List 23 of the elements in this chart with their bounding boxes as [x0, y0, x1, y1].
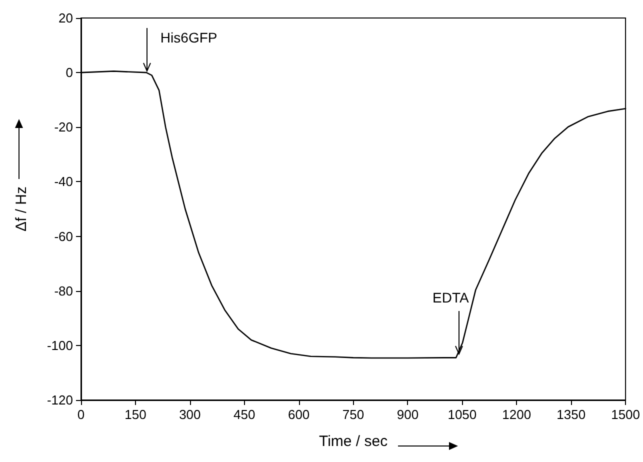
- x-tick-label: 0: [77, 407, 85, 422]
- x-tick-label: 1500: [611, 407, 640, 422]
- x-tick-label: 600: [288, 407, 310, 422]
- y-tick-label: 0: [66, 65, 73, 80]
- y-tick-label: -80: [54, 283, 73, 298]
- y-tick-label: -40: [54, 174, 73, 190]
- x-tick-label: 750: [342, 407, 364, 422]
- x-tick-label: 1050: [448, 407, 477, 422]
- annotation: His6GFP: [160, 30, 218, 46]
- y-tick-label: -100: [46, 338, 73, 353]
- y-tick-label: -120: [46, 392, 73, 408]
- y-tick-label: -60: [54, 228, 73, 244]
- x-tick-label: 1200: [502, 407, 532, 422]
- x-tick-label: 300: [179, 407, 201, 422]
- y-tick-label: 20: [58, 10, 73, 26]
- annotation: EDTA: [432, 289, 470, 306]
- x-tick-label: 900: [396, 407, 419, 422]
- y-tick-label: -20: [54, 120, 73, 135]
- x-axis-title: Time / sec: [318, 433, 388, 450]
- x-tick-label: 450: [234, 407, 256, 422]
- x-tick-label: 150: [124, 407, 146, 422]
- y-axis-title: Δf / Hz: [13, 186, 30, 232]
- x-tick-label: 1350: [556, 407, 586, 422]
